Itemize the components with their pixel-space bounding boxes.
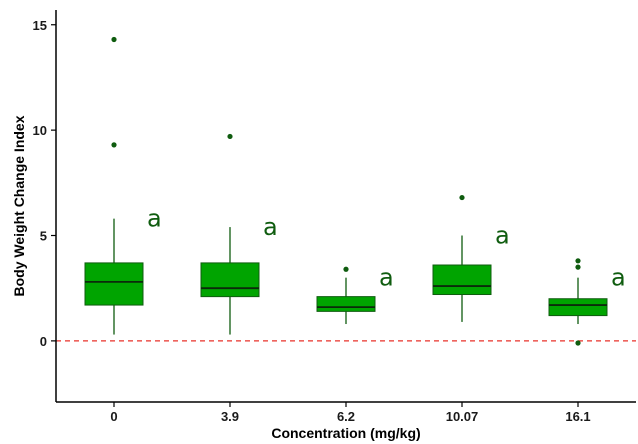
outlier-point [575,258,581,264]
significance-letter: a [147,205,162,233]
box-group: a [548,258,626,346]
significance-letter: a [495,222,510,250]
x-tick-label: 3.9 [221,409,239,424]
iqr-box [84,262,144,306]
iqr-box [316,296,376,312]
x-axis-title: Concentration (mg/kg) [271,425,420,441]
outlier-point [343,266,349,272]
y-axis-title: Body Weight Change Index [11,115,27,296]
outlier-point [575,264,581,270]
x-tick-label: 6.2 [337,409,355,424]
x-tick-label: 16.1 [565,409,590,424]
significance-letter: a [379,264,394,292]
box-group: a [84,36,162,335]
x-tick-label: 0 [110,409,117,424]
outlier-point [459,194,465,201]
y-axis-ticks: 0 5 10 15 [33,18,56,349]
box-group: a [200,133,278,335]
y-tick-label: 5 [40,229,47,244]
iqr-box [200,262,260,298]
y-tick-label: 15 [33,18,47,33]
y-tick-label: 0 [40,334,47,349]
outlier-point [575,340,581,346]
x-axis-ticks: 0 3.9 6.2 10.07 16.1 [110,402,591,424]
box-group: a [432,194,510,322]
iqr-box [548,298,608,317]
significance-letter: a [611,264,626,292]
outlier-point [111,142,117,148]
plot-area: a a a a a [56,36,636,346]
x-tick-label: 10.07 [446,409,479,424]
y-tick-label: 10 [33,123,47,138]
significance-letter: a [263,213,278,241]
outlier-point [227,133,233,140]
outlier-point [111,36,117,43]
iqr-box [432,264,492,296]
box-group: a [316,264,394,325]
